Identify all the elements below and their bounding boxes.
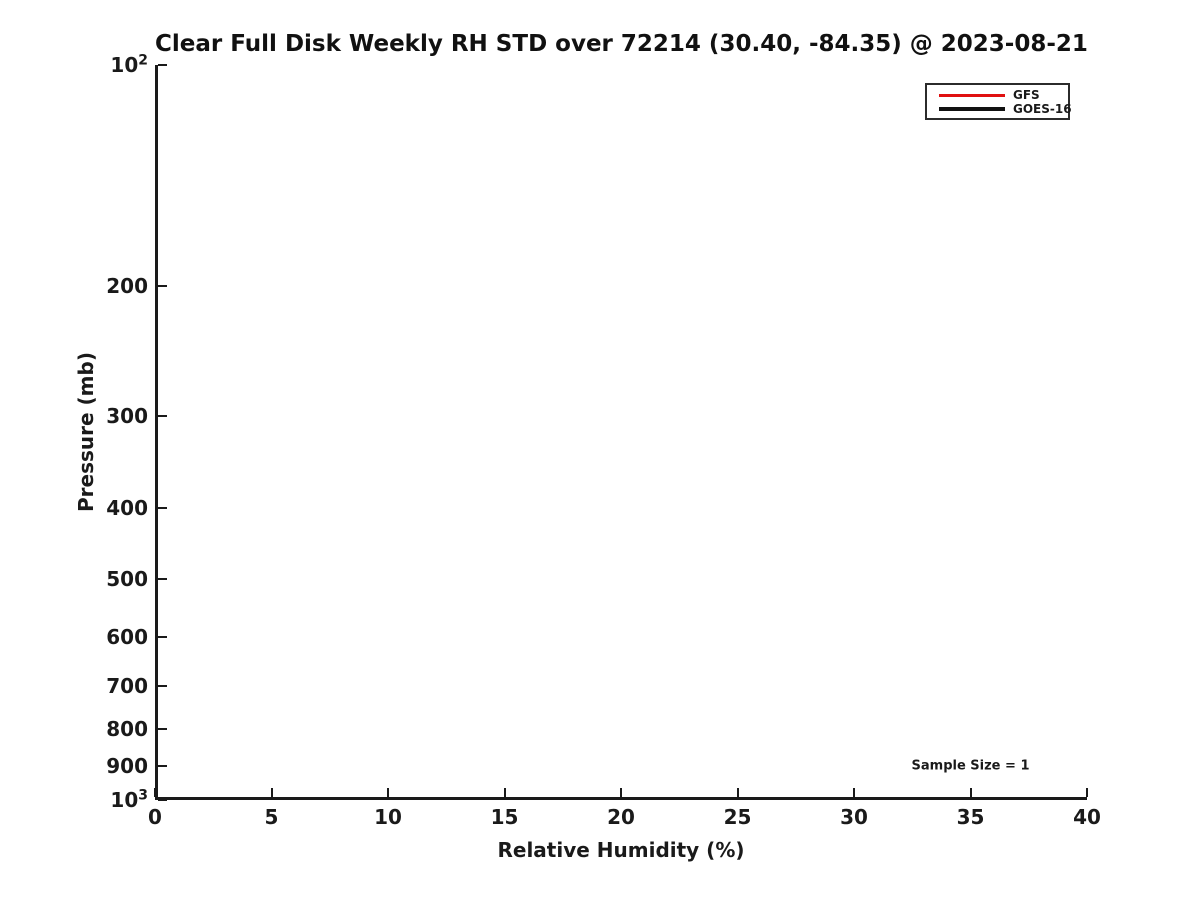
y-tick-mark (158, 577, 167, 580)
y-tick-label: 102 (110, 52, 148, 77)
x-tick-label: 20 (607, 805, 635, 829)
x-tick-label: 15 (490, 805, 519, 829)
legend: GFS GOES-16 (925, 83, 1072, 120)
x-tick-label: 0 (148, 805, 162, 829)
y-tick-label: 600 (106, 624, 148, 649)
x-tick-label: 10 (374, 805, 402, 829)
x-tick-label: 40 (1073, 805, 1101, 829)
legend-item-gfs: GFS (939, 88, 1062, 102)
x-tick-label: 5 (264, 805, 279, 829)
y-tick-mark (158, 765, 167, 768)
x-axis-label: Relative Humidity (%) (497, 838, 745, 862)
y-tick-mark (158, 285, 167, 288)
x-tick-label: 25 (723, 805, 752, 829)
y-tick-label: 200 (106, 274, 148, 299)
x-tick-mark (503, 788, 506, 797)
x-tick-mark (853, 788, 855, 797)
y-tick-label: 300 (106, 403, 148, 428)
legend-item-goes16: GOES-16 (939, 102, 1072, 116)
y-tick-mark (158, 64, 167, 66)
x-tick-label: 30 (840, 805, 868, 829)
y-tick-mark (158, 414, 167, 417)
chart-title: Clear Full Disk Weekly RH STD over 72214… (155, 31, 1088, 57)
sample-size-annotation: Sample Size = 1 (911, 758, 1030, 774)
exponent: 2 (138, 52, 148, 69)
y-tick-label: 700 (106, 674, 148, 699)
gfs-line-swatch (939, 93, 1005, 97)
x-tick-label: 35 (956, 805, 985, 829)
x-tick-mark (736, 788, 739, 797)
goes16-line-swatch (939, 107, 1005, 111)
y-tick-mark (158, 635, 167, 638)
legend-label-gfs: GFS (1013, 88, 1040, 102)
plot-area (155, 65, 1087, 800)
y-tick-mark (158, 685, 167, 688)
y-tick-label: 103 (110, 787, 148, 812)
x-tick-mark (387, 788, 389, 797)
x-tick-mark (154, 788, 156, 797)
x-tick-mark (270, 788, 273, 797)
x-tick-mark (1086, 788, 1088, 797)
y-tick-label: 400 (106, 495, 148, 520)
legend-label-goes16: GOES-16 (1013, 102, 1072, 116)
y-tick-mark (158, 799, 167, 801)
y-tick-label: 500 (106, 566, 148, 591)
exponent: 3 (138, 787, 148, 804)
x-tick-mark (620, 788, 622, 797)
y-tick-label: 900 (106, 754, 148, 779)
y-tick-mark (158, 506, 167, 509)
y-tick-label: 800 (106, 716, 148, 741)
y-tick-mark (158, 727, 167, 730)
y-axis-label: Pressure (mb) (74, 352, 98, 512)
x-tick-mark (969, 788, 972, 797)
